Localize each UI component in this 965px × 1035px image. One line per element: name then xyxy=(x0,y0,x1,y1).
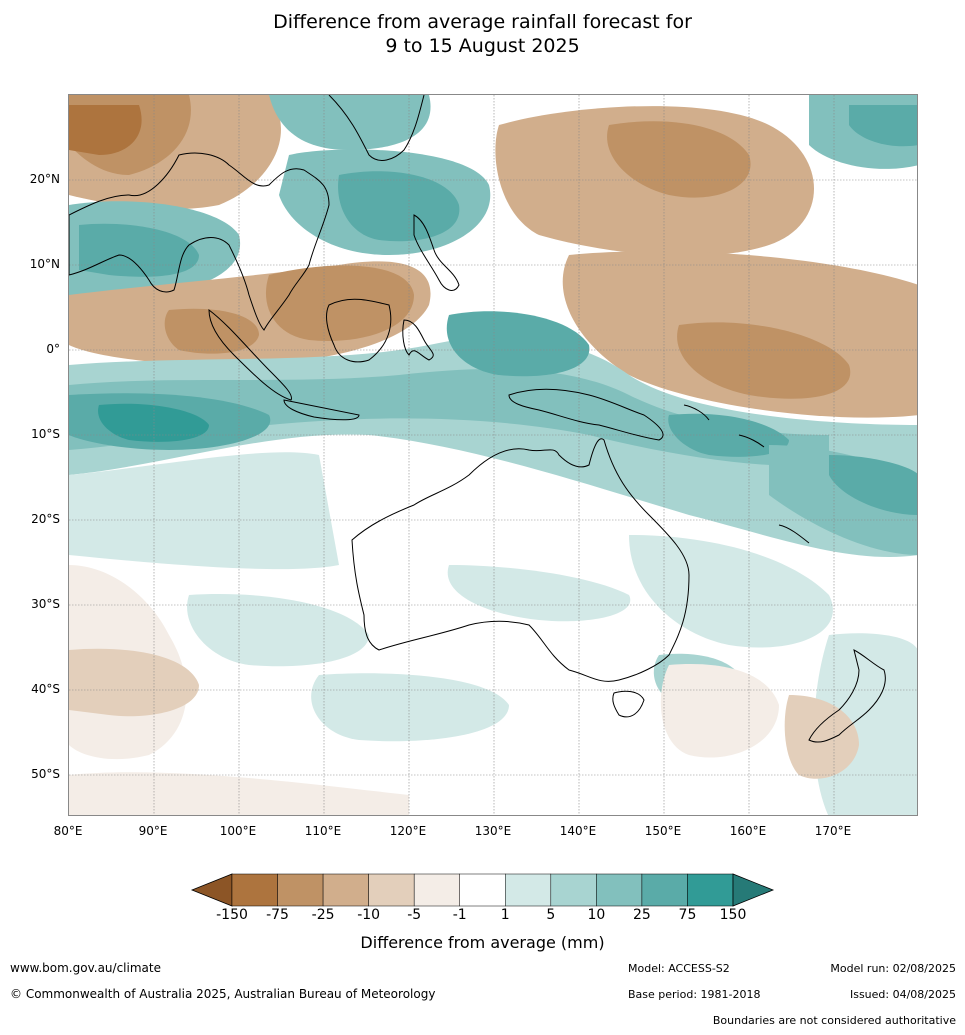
legend-tick-label: -25 xyxy=(311,907,335,923)
legend-swatch xyxy=(641,873,688,907)
rainfall-map xyxy=(68,94,918,816)
legend-tick-label: 1 xyxy=(500,907,510,923)
model-run-text: Model run: 02/08/2025 xyxy=(830,962,956,975)
legend-extend-high xyxy=(732,873,775,907)
legend-colorbar xyxy=(190,873,775,907)
copyright-text: © Commonwealth of Australia 2025, Austra… xyxy=(10,987,436,1001)
legend-swatch xyxy=(505,873,552,907)
legend-swatch xyxy=(550,873,597,907)
website-link[interactable]: www.bom.gov.au/climate xyxy=(10,961,161,975)
legend-swatch xyxy=(368,873,415,907)
model-text: Model: ACCESS-S2 xyxy=(628,962,730,975)
legend-tick-label: 5 xyxy=(546,907,556,923)
lon-label-160e: 160°E xyxy=(729,824,767,838)
lon-label-110e: 110°E xyxy=(304,824,342,838)
legend-swatch xyxy=(231,873,278,907)
lon-label-150e: 150°E xyxy=(644,824,682,838)
legend-swatch xyxy=(322,873,369,907)
anomaly-shading xyxy=(69,95,917,815)
legend-tick-label: 150 xyxy=(719,907,747,923)
legend-title: Difference from average (mm) xyxy=(360,933,605,952)
map-title: Difference from average rainfall forecas… xyxy=(0,10,965,58)
lon-label-100e: 100°E xyxy=(219,824,257,838)
color-legend xyxy=(190,872,775,908)
lat-label-0: 0° xyxy=(46,342,60,356)
title-line-1: Difference from average rainfall forecas… xyxy=(273,11,692,33)
lon-label-90e: 90°E xyxy=(138,824,168,838)
legend-tick-label: 10 xyxy=(587,907,606,923)
lon-label-140e: 140°E xyxy=(559,824,597,838)
legend-swatch xyxy=(413,873,460,907)
legend-swatch xyxy=(459,873,506,907)
legend-tick-label: -10 xyxy=(357,907,381,923)
lat-label-10s: 10°S xyxy=(31,427,60,441)
legend-tick-label: -150 xyxy=(216,907,248,923)
legend-swatch xyxy=(277,873,324,907)
legend-tick-label: -75 xyxy=(266,907,289,923)
lon-label-130e: 130°E xyxy=(474,824,512,838)
legend-extend-low xyxy=(190,873,233,907)
disclaimer-text: Boundaries are not considered authoritat… xyxy=(712,1014,956,1027)
legend-tick-label: 75 xyxy=(678,907,697,923)
coastlines xyxy=(69,95,886,743)
title-line-2: 9 to 15 August 2025 xyxy=(385,35,580,57)
map-svg xyxy=(69,95,917,815)
legend-tick-label: -5 xyxy=(407,907,422,923)
graticule xyxy=(69,95,917,815)
legend-tick-label: -1 xyxy=(452,907,467,923)
lon-label-120e: 120°E xyxy=(389,824,427,838)
lat-label-10n: 10°N xyxy=(29,257,60,271)
issued-text: Issued: 04/08/2025 xyxy=(849,988,956,1001)
lon-label-170e: 170°E xyxy=(814,824,852,838)
lat-label-50s: 50°S xyxy=(31,767,60,781)
lat-label-20n: 20°N xyxy=(29,172,60,186)
lat-label-30s: 30°S xyxy=(31,597,60,611)
lat-label-20s: 20°S xyxy=(31,512,60,526)
legend-tick-label: 25 xyxy=(632,907,651,923)
lat-label-40s: 40°S xyxy=(31,682,60,696)
lon-label-80e: 80°E xyxy=(53,824,83,838)
base-period-text: Base period: 1981-2018 xyxy=(628,988,761,1001)
legend-swatch xyxy=(687,873,734,907)
legend-swatch xyxy=(596,873,643,907)
